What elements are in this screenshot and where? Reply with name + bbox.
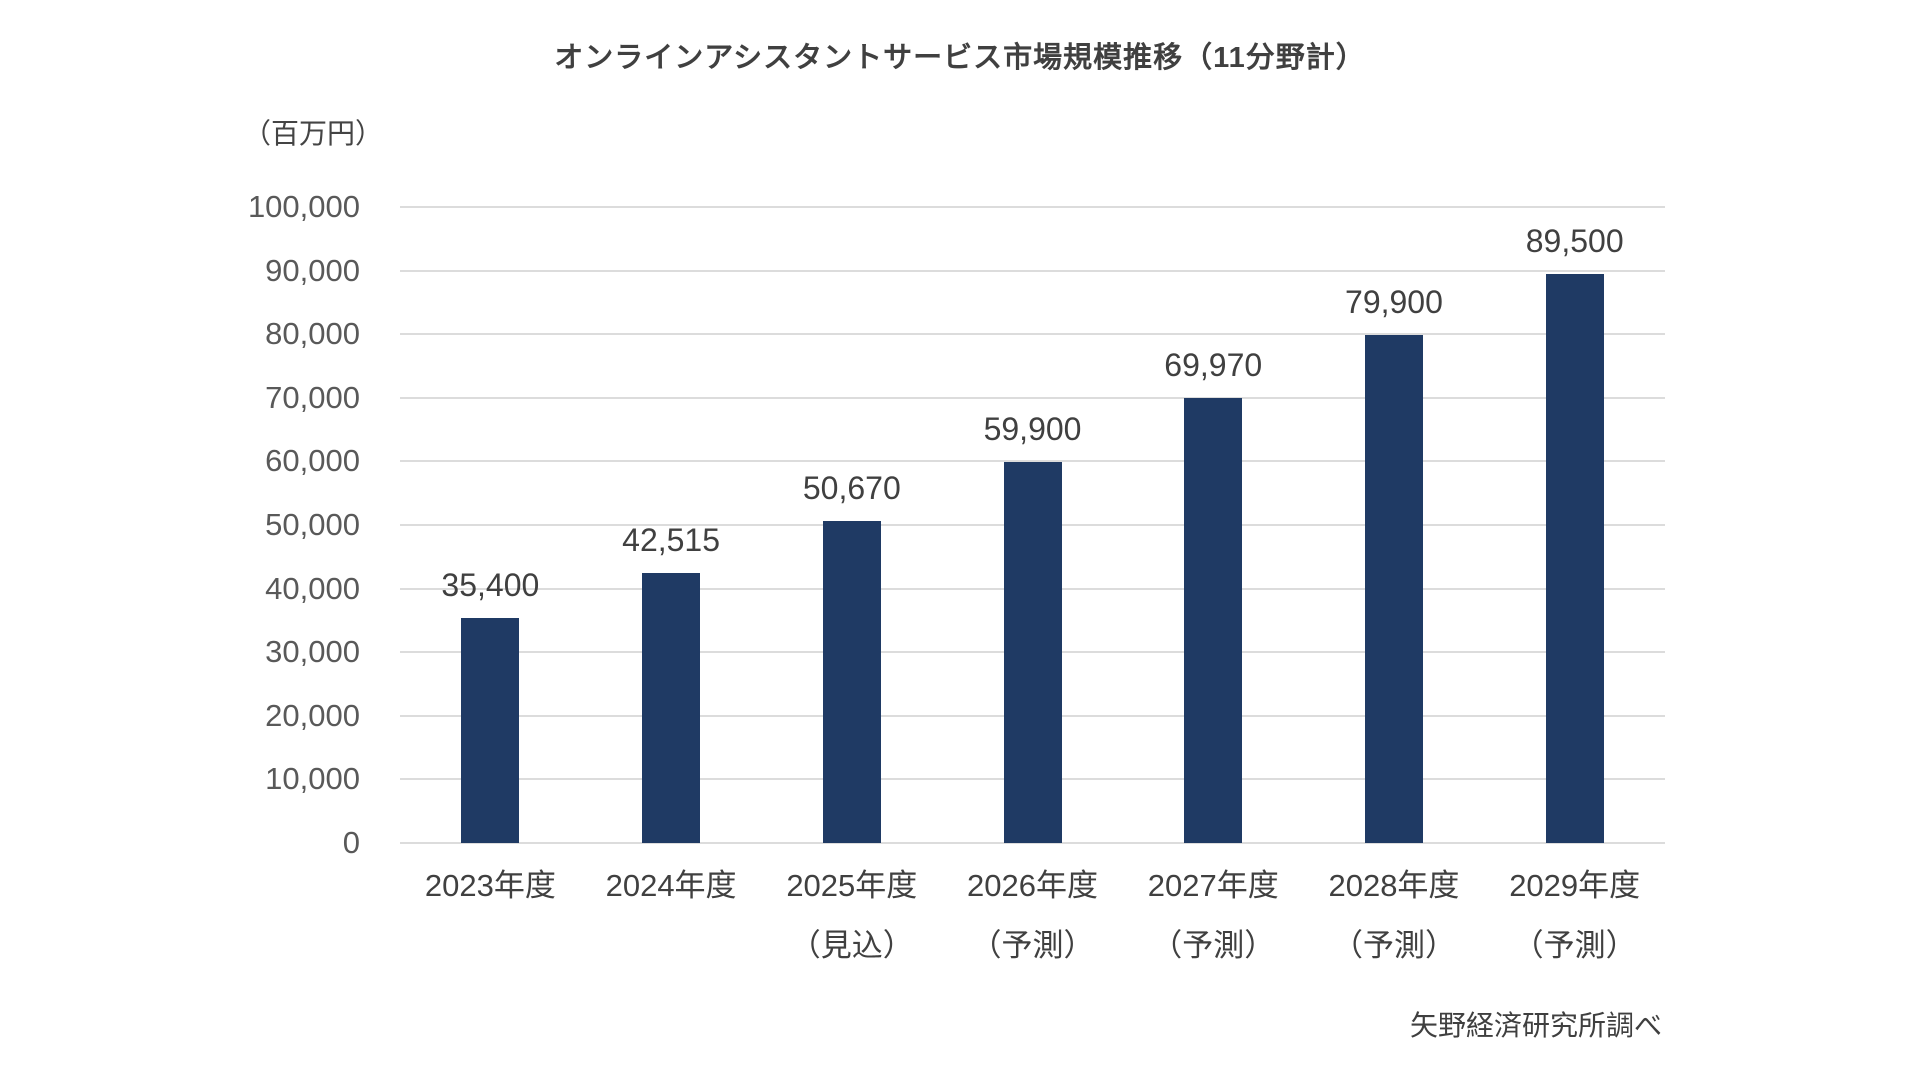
gridline [400, 206, 1665, 208]
bar [1003, 462, 1062, 843]
bar-column: 42,515 [581, 207, 762, 843]
y-tick-label: 50,000 [265, 507, 360, 542]
bar-value-label: 35,400 [441, 566, 540, 603]
y-tick-label: 60,000 [265, 443, 360, 479]
bar-column: 79,900 [1304, 207, 1485, 843]
bar-column: 89,500 [1484, 207, 1665, 843]
x-axis-category: 2026年度 （予測） [942, 866, 1123, 966]
bar-value-label: 79,900 [1345, 283, 1443, 320]
bar [642, 572, 701, 843]
x-axis-category-qualifier: （予測） [1331, 928, 1456, 963]
x-axis-category: 2027年度 （予測） [1123, 866, 1304, 966]
x-axis-category-year: 2023年度 [424, 868, 556, 903]
x-axis-labels: 2023年度 2024年度 2025年度 （見込） 2026年度 （予測） 2027年度 （予… [400, 866, 1665, 966]
x-axis-category-year: 2024年度 [605, 868, 737, 903]
gridline [400, 396, 1665, 399]
x-axis-category-qualifier: （予測） [1512, 928, 1637, 963]
y-tick-label: 20,000 [265, 697, 360, 733]
plot-area: 35,400 42,515 50,670 59,900 69,970 79,900 89,5… [400, 206, 1665, 844]
y-tick-label: 10,000 [265, 761, 360, 797]
x-axis-category-year: 2025年度 [786, 868, 918, 903]
source-note: 矢野経済研究所調べ [1409, 1010, 1662, 1041]
y-tick-label: 40,000 [265, 570, 360, 606]
y-tick-label: 30,000 [265, 634, 360, 670]
y-axis-unit-label: （百万円） [243, 118, 384, 149]
x-axis-category-year: 2028年度 [1328, 868, 1460, 903]
bar-column: 59,900 [942, 207, 1123, 843]
y-tick-label: 0 [342, 825, 360, 860]
chart-title: オンラインアシスタントサービス市場規模推移（11分野計） [554, 42, 1366, 74]
bar [1364, 334, 1423, 843]
x-axis-category: 2024年度 [581, 866, 762, 966]
y-tick-label: 80,000 [265, 316, 360, 352]
x-axis-category: 2028年度 （予測） [1304, 866, 1485, 966]
x-axis-category-year: 2026年度 [967, 868, 1098, 903]
x-axis-category-qualifier: （予測） [970, 928, 1095, 963]
y-axis-labels: 0 10,000 20,000 30,000 40,000 50,000 60,000 70,… [130, 189, 360, 860]
bars-row: 35,400 42,515 50,670 59,900 69,970 79,900 89,5… [400, 207, 1665, 843]
bar [822, 520, 881, 843]
bar-value-label: 42,515 [622, 521, 721, 558]
x-axis-category-qualifier: （見込） [789, 928, 914, 963]
gridline [400, 842, 1665, 844]
x-axis-category: 2023年度 [400, 866, 581, 966]
bar [1184, 398, 1243, 843]
bar [1545, 273, 1604, 843]
x-axis-category-qualifier: （予測） [1151, 928, 1276, 963]
bar [461, 617, 520, 843]
bar-value-label: 89,500 [1525, 222, 1624, 259]
bar-value-label: 69,970 [1164, 347, 1263, 383]
bar-column: 35,400 [400, 207, 581, 843]
y-tick-label: 70,000 [265, 379, 360, 415]
bar-column: 69,970 [1123, 207, 1304, 843]
gridline [400, 460, 1665, 463]
x-axis-category-year: 2029年度 [1509, 868, 1641, 903]
bar-column: 50,670 [761, 207, 942, 843]
x-axis-category: 2029年度 （予測） [1484, 866, 1665, 966]
y-tick-label: 100,000 [247, 189, 360, 224]
x-axis-category-year: 2027年度 [1147, 868, 1279, 903]
bar-value-label: 59,900 [983, 411, 1082, 448]
y-tick-label: 90,000 [265, 252, 360, 288]
gridline [400, 269, 1665, 272]
gridline [400, 333, 1665, 336]
bar-value-label: 50,670 [802, 469, 901, 506]
x-axis-category: 2025年度 （見込） [761, 866, 942, 966]
